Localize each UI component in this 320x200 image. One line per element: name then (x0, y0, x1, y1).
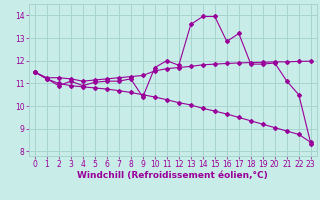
X-axis label: Windchill (Refroidissement éolien,°C): Windchill (Refroidissement éolien,°C) (77, 171, 268, 180)
